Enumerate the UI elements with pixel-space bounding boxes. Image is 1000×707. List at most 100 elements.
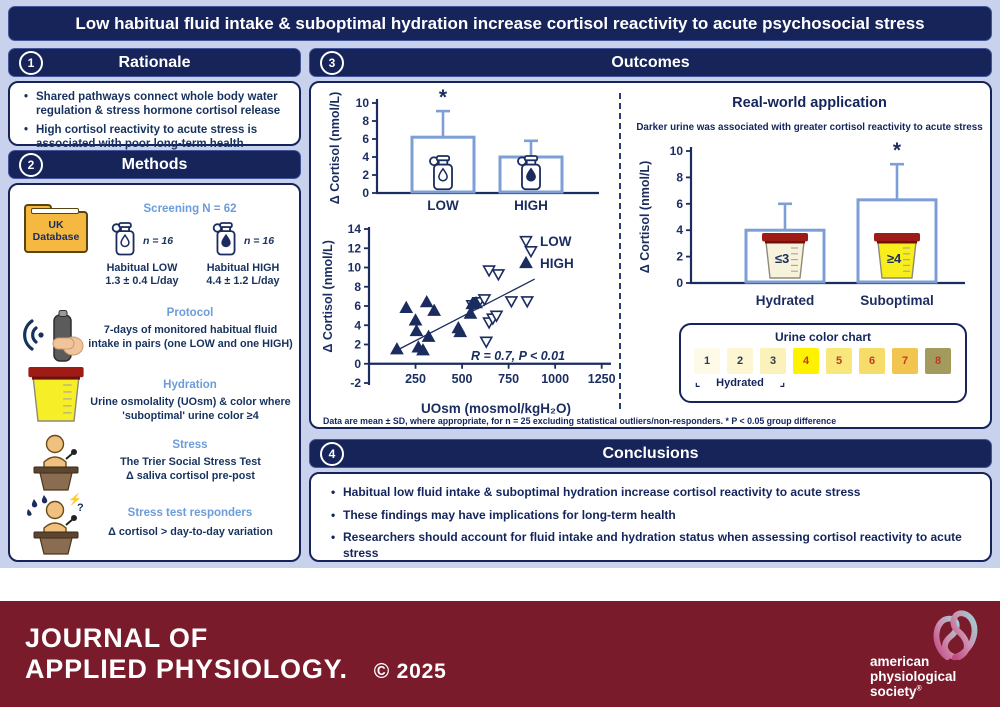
- svg-text:LOW: LOW: [540, 234, 572, 249]
- conclusions-header: 4 Conclusions: [309, 439, 992, 468]
- urine-swatch-6: 6: [859, 348, 885, 374]
- svg-text:UOsm (mosmol/kgH₂O): UOsm (mosmol/kgH₂O): [421, 401, 571, 416]
- low-n-label: n = 16: [142, 235, 174, 247]
- page-title-bar: Low habitual fluid intake & suboptimal h…: [8, 6, 992, 41]
- svg-text:≤3: ≤3: [775, 251, 789, 266]
- svg-text:HIGH: HIGH: [514, 198, 548, 213]
- real-world-title: Real-world application: [732, 95, 887, 111]
- urine-swatch-1: 1: [694, 348, 720, 374]
- aps-ribbon-icon: [933, 610, 978, 661]
- svg-text:Δ Cortisol (nmol/L): Δ Cortisol (nmol/L): [321, 240, 335, 352]
- speaker-podium-icon: [33, 434, 79, 491]
- svg-text:14: 14: [348, 222, 362, 236]
- svg-text:8: 8: [362, 114, 369, 128]
- svg-text:Δ Cortisol (nmol/L): Δ Cortisol (nmol/L): [638, 161, 652, 273]
- signal-bottle-hand-icon: [23, 310, 84, 362]
- bracket-right-icon: ⌟: [779, 377, 785, 389]
- urine-chart-title: Urine color chart: [774, 330, 872, 344]
- svg-text:4: 4: [362, 150, 369, 164]
- svg-text:0: 0: [354, 357, 361, 371]
- conclusions-box: Habitual low fluid intake & suboptimal h…: [309, 472, 992, 562]
- svg-text:750: 750: [498, 372, 519, 386]
- rationale-title: Rationale: [118, 53, 191, 71]
- svg-text:⚡: ⚡: [68, 493, 82, 506]
- hydration-bar-chart: 0 2 4 6 8 10 Δ Cortisol (nmol/L) Hydrated ≤3 * Sub…: [638, 139, 965, 308]
- svg-text:12: 12: [348, 241, 362, 255]
- stress-heading: Stress: [172, 439, 208, 451]
- svg-text:8: 8: [354, 280, 361, 294]
- water-bottle-outline-drop-icon: [111, 222, 135, 256]
- svg-text:10: 10: [670, 144, 684, 158]
- rationale-number-badge: 1: [19, 50, 43, 75]
- svg-text:Suboptimal: Suboptimal: [860, 293, 934, 308]
- water-bottle-filled-drop-icon: [212, 222, 236, 256]
- methods-box: UK Database Screening N = 62 n = 16 Habi…: [8, 183, 301, 562]
- svg-text:4: 4: [354, 318, 361, 332]
- page-title: Low habitual fluid intake & suboptimal h…: [75, 13, 925, 33]
- svg-text:4: 4: [676, 223, 683, 237]
- journal-footer: JOURNAL OF APPLIED PHYSIOLOGY. © 2025 am…: [0, 601, 1000, 707]
- responders-heading: Stress test responders: [127, 507, 253, 519]
- outcomes-box: 0 2 4 6 8 10 Δ Cortisol (nmol/L) * LOW HIGH -2 0 2 4…: [309, 81, 992, 429]
- conclusions-number-badge: 4: [320, 441, 344, 466]
- outcomes-number-badge: 3: [320, 50, 344, 75]
- svg-text:8: 8: [676, 170, 683, 184]
- methods-number-badge: 2: [19, 152, 43, 177]
- intake-bar-chart: 0 2 4 6 8 10 Δ Cortisol (nmol/L) * LOW HIGH: [328, 89, 599, 213]
- methods-header: 2 Methods: [8, 150, 301, 179]
- outcomes-title: Outcomes: [611, 53, 690, 71]
- svg-text:1000: 1000: [541, 372, 569, 386]
- svg-text:0: 0: [362, 186, 369, 200]
- uosm-scatter-chart: -2 0 2 4 6 8 10 12 14 250 500 750 1000 1250 UOsm (mosm…: [321, 222, 616, 416]
- responders-text: Δ cortisol > day-to-day variation: [108, 526, 273, 538]
- section-divider: [619, 93, 621, 409]
- data-footnote: Data are mean ± SD, where appropriate, f…: [323, 416, 837, 426]
- screening-heading: Screening N = 62: [143, 203, 237, 215]
- methods-title: Methods: [121, 155, 188, 173]
- urine-swatch-7: 7: [892, 348, 918, 374]
- hydration-heading: Hydration: [163, 379, 217, 391]
- habitual-low-label: Habitual LOW 1.3 ± 0.4 L/day: [105, 262, 179, 288]
- urine-cup-icon: [28, 367, 84, 422]
- svg-text:6: 6: [676, 197, 683, 211]
- conclusion-bullet: These findings may have implications for…: [325, 508, 976, 524]
- svg-text:2: 2: [676, 250, 683, 264]
- bracket-label: Hydrated: [716, 376, 764, 389]
- conclusion-bullet: Researchers should account for fluid int…: [325, 530, 976, 561]
- svg-text:LOW: LOW: [427, 198, 459, 213]
- bracket-left-icon: ⌞: [695, 377, 701, 389]
- svg-text:2: 2: [354, 338, 361, 352]
- journal-title: JOURNAL OF APPLIED PHYSIOLOGY. © 2025: [25, 623, 447, 688]
- copyright: © 2025: [373, 660, 447, 683]
- uk-database-folder-icon: UK Database: [24, 204, 88, 253]
- conclusion-bullet: Habitual low fluid intake & suboptimal h…: [325, 485, 976, 501]
- svg-text:6: 6: [362, 132, 369, 146]
- svg-text:2: 2: [362, 168, 369, 182]
- habitual-high-group: n = 16 Habitual HIGH 4.4 ± 1.2 L/day: [190, 221, 296, 289]
- urine-swatch-2: 2: [727, 348, 753, 374]
- aps-logo: american physiological society®: [856, 607, 986, 705]
- svg-text:6: 6: [354, 299, 361, 313]
- stress-text: The Trier Social Stress Test Δ saliva cor…: [120, 456, 261, 483]
- svg-text:10: 10: [348, 261, 362, 275]
- svg-text:R = 0.7, P < 0.01: R = 0.7, P < 0.01: [471, 349, 565, 363]
- urine-swatch-5: 5: [826, 348, 852, 374]
- habitual-low-group: n = 16 Habitual LOW 1.3 ± 0.4 L/day: [92, 221, 192, 289]
- svg-text:Hydrated: Hydrated: [756, 293, 815, 308]
- urine-swatch-8: 8: [925, 348, 951, 374]
- high-n-label: n = 16: [243, 235, 275, 247]
- svg-text:*: *: [439, 89, 448, 109]
- protocol-heading: Protocol: [166, 307, 214, 319]
- aps-society-name: american physiological society®: [870, 654, 957, 699]
- rationale-header: 1 Rationale: [8, 48, 301, 77]
- hydrated-range-bracket: ⌞ Hydrated ⌟: [695, 376, 785, 390]
- svg-text:-2: -2: [350, 376, 361, 390]
- rationale-bullet: High cortisol reactivity to acute stress…: [20, 123, 291, 152]
- habitual-high-label: Habitual HIGH 4.4 ± 1.2 L/day: [206, 262, 280, 288]
- outcomes-header: 3 Outcomes: [309, 48, 992, 77]
- real-world-subtitle: Darker urine was associated with greater…: [636, 122, 983, 133]
- svg-text:HIGH: HIGH: [540, 256, 574, 271]
- svg-text:10: 10: [356, 96, 370, 110]
